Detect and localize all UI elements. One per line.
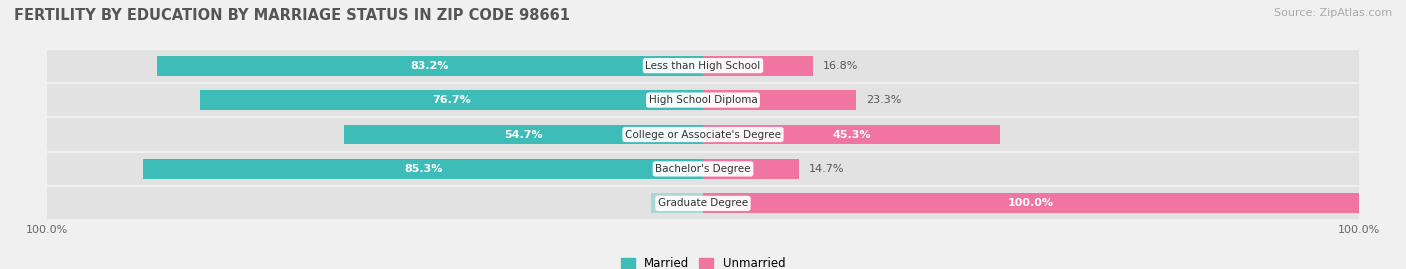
Bar (46, 153, 1360, 185)
Text: 14.7%: 14.7% (810, 164, 845, 174)
Bar (46, 49, 1360, 82)
Text: Less than High School: Less than High School (645, 61, 761, 71)
Bar (200, 90, 703, 110)
Text: 85.3%: 85.3% (404, 164, 443, 174)
Bar (157, 56, 703, 76)
Bar (703, 56, 813, 76)
Bar (703, 90, 856, 110)
Bar (651, 193, 703, 213)
Text: 16.8%: 16.8% (823, 61, 859, 71)
Text: High School Diploma: High School Diploma (648, 95, 758, 105)
Bar (703, 159, 800, 179)
Text: 23.3%: 23.3% (866, 95, 901, 105)
Legend: Married, Unmarried: Married, Unmarried (616, 253, 790, 269)
Bar (703, 125, 1000, 144)
Bar (143, 159, 703, 179)
Text: College or Associate's Degree: College or Associate's Degree (626, 129, 780, 140)
Bar (703, 193, 1360, 213)
Text: Graduate Degree: Graduate Degree (658, 198, 748, 208)
Text: 0.0%: 0.0% (665, 198, 693, 208)
Text: 83.2%: 83.2% (411, 61, 450, 71)
Bar (344, 125, 703, 144)
Text: Bachelor's Degree: Bachelor's Degree (655, 164, 751, 174)
Text: FERTILITY BY EDUCATION BY MARRIAGE STATUS IN ZIP CODE 98661: FERTILITY BY EDUCATION BY MARRIAGE STATU… (14, 8, 569, 23)
Bar (46, 84, 1360, 116)
Text: 54.7%: 54.7% (505, 129, 543, 140)
Text: 100.0%: 100.0% (1008, 198, 1054, 208)
Text: 45.3%: 45.3% (832, 129, 870, 140)
Bar (46, 118, 1360, 151)
Text: Source: ZipAtlas.com: Source: ZipAtlas.com (1274, 8, 1392, 18)
Bar (46, 187, 1360, 220)
Text: 76.7%: 76.7% (432, 95, 471, 105)
